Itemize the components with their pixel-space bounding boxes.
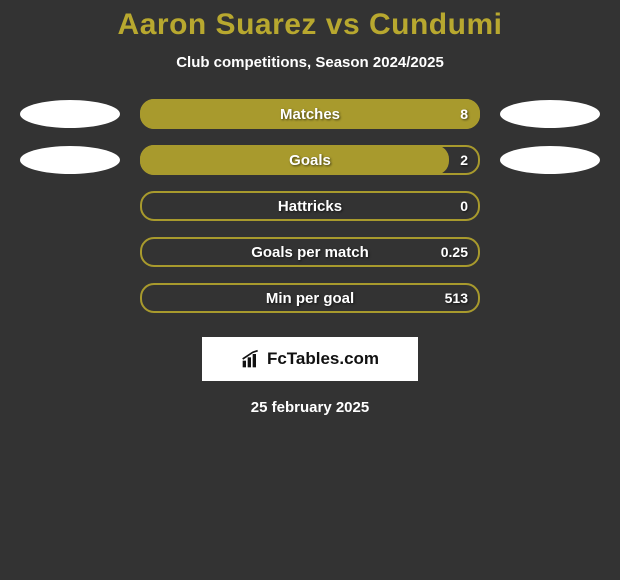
stat-label: Goals	[140, 145, 480, 175]
stat-value: 0.25	[441, 237, 468, 267]
stat-label: Matches	[140, 99, 480, 129]
date-label: 25 february 2025	[0, 399, 620, 416]
stat-row: Matches8	[0, 99, 620, 129]
ellipse-spacer	[500, 192, 600, 220]
bar-chart-icon	[241, 349, 261, 369]
ellipse-spacer	[500, 284, 600, 312]
page-subtitle: Club competitions, Season 2024/2025	[0, 54, 620, 71]
stat-row: Goals per match0.25	[0, 237, 620, 267]
ellipse-spacer	[20, 238, 120, 266]
ellipse-spacer	[20, 284, 120, 312]
stat-row: Hattricks0	[0, 191, 620, 221]
stat-label: Hattricks	[140, 191, 480, 221]
player-left-ellipse	[20, 146, 120, 174]
player-left-ellipse	[20, 100, 120, 128]
ellipse-spacer	[20, 192, 120, 220]
stat-label: Min per goal	[140, 283, 480, 313]
stat-bar: Min per goal513	[140, 283, 480, 313]
player-right-ellipse	[500, 100, 600, 128]
stat-row: Goals2	[0, 145, 620, 175]
stats-list: Matches8Goals2Hattricks0Goals per match0…	[0, 99, 620, 313]
stat-value: 2	[460, 145, 468, 175]
stat-value: 8	[460, 99, 468, 129]
logo-text: FcTables.com	[267, 349, 379, 369]
stat-label: Goals per match	[140, 237, 480, 267]
stat-value: 0	[460, 191, 468, 221]
stat-bar: Hattricks0	[140, 191, 480, 221]
stat-bar: Goals per match0.25	[140, 237, 480, 267]
stat-bar: Matches8	[140, 99, 480, 129]
player-right-ellipse	[500, 146, 600, 174]
source-logo[interactable]: FcTables.com	[202, 337, 418, 381]
stat-value: 513	[445, 283, 468, 313]
ellipse-spacer	[500, 238, 600, 266]
stat-row: Min per goal513	[0, 283, 620, 313]
stat-bar: Goals2	[140, 145, 480, 175]
page-title: Aaron Suarez vs Cundumi	[0, 8, 620, 42]
